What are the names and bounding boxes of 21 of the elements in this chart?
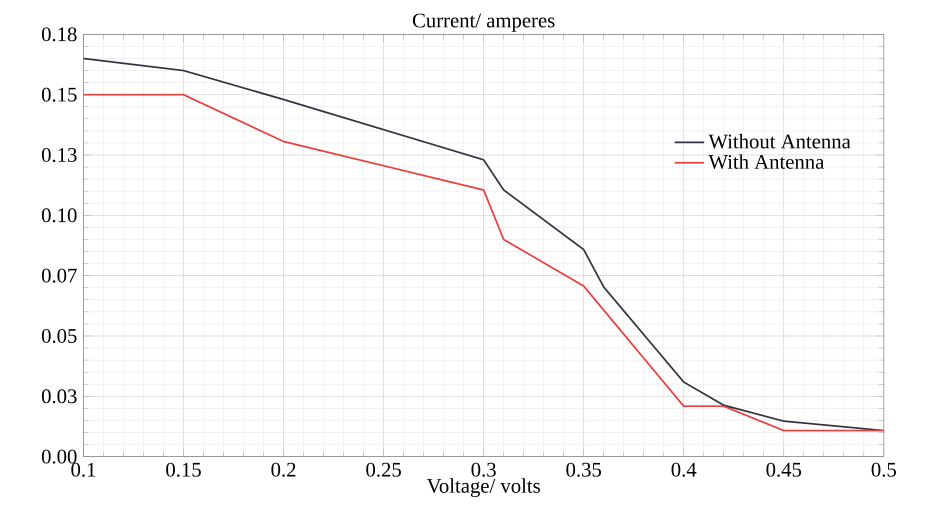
x-tick-label: 0.25: [366, 462, 401, 477]
y-tick-label: 0.13: [42, 148, 77, 162]
y-tick-label: 0.15: [42, 87, 77, 102]
x-tick-label: 0.2: [271, 462, 296, 477]
legend-label: With Antenna: [708, 154, 824, 169]
x-tick-label: 0.3: [471, 462, 496, 477]
x-tick-label: 0.15: [166, 462, 201, 477]
x-tick-label: 0.5: [872, 462, 896, 477]
x-tick-label: 0.45: [766, 462, 802, 477]
y-axis-title: Current/ amperes: [412, 13, 554, 32]
y-tick-label: 0.00: [42, 449, 77, 464]
y-tick-label: 0.07: [42, 268, 77, 282]
x-tick-label: 0.35: [566, 462, 601, 477]
y-tick-label: 0.10: [42, 208, 77, 222]
x-axis-title: Voltage/ volts: [426, 478, 540, 497]
x-tick-label: 0.1: [71, 462, 96, 477]
y-tick-label: 0.05: [42, 328, 77, 343]
y-tick-label: 0.18: [42, 27, 77, 42]
legend-label: Without Antenna: [708, 134, 851, 148]
y-tick-label: 0.03: [42, 389, 77, 404]
x-tick-label: 0.4: [672, 462, 696, 477]
